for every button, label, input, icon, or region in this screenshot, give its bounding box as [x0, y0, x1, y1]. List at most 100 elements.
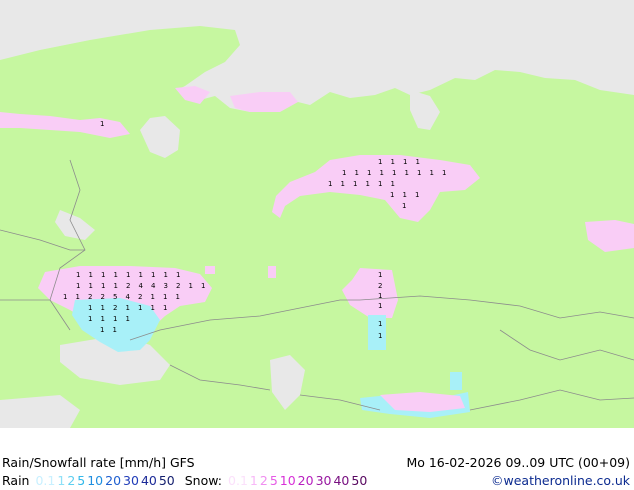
value-label: 1	[76, 293, 80, 301]
value-label: 4	[151, 282, 156, 290]
value-label: 1	[380, 169, 384, 177]
value-label: 1	[113, 315, 117, 323]
value-label: 1	[89, 282, 93, 290]
legend-value: 2	[259, 473, 268, 488]
value-label: 5	[113, 293, 117, 301]
value-label: 3	[164, 282, 168, 290]
value-label: 1	[416, 158, 420, 166]
rain-volga	[72, 298, 160, 352]
value-label: 1	[405, 169, 409, 177]
legend-value: 0.1	[228, 473, 248, 488]
legend-value: 10	[87, 473, 104, 488]
value-label: 1	[163, 293, 167, 301]
rain-legend-label: Rain	[2, 473, 30, 488]
value-label: 1	[126, 304, 130, 312]
value-label: 1	[378, 332, 382, 340]
value-label: 1	[164, 271, 168, 279]
value-label: 1	[126, 315, 130, 323]
snow-kazakh	[342, 268, 398, 318]
value-label: 1	[101, 315, 105, 323]
value-label: 1	[113, 326, 117, 334]
precip-value-labels: 1 1 1 1 11 1 1 1 1 1 1 1 11 1 1 1 1 11 1 11 1 1 1 1 1 1 1 1 11 1 1 1 2…	[63, 120, 446, 340]
footer-title-row: Rain/Snowfall rate [mm/h] GFS Mo 16-02-2…	[0, 455, 634, 471]
value-label: 1	[114, 282, 118, 290]
value-label: 1	[101, 282, 105, 290]
value-label: 4	[139, 282, 144, 290]
rain-kazakh	[368, 315, 386, 350]
value-label: 1	[367, 169, 371, 177]
credit-link[interactable]: ©weatheronline.co.uk	[491, 473, 630, 488]
model-run-time: Mo 16-02-2026 09..09 UTC (00+09)	[406, 455, 630, 470]
value-label: 2	[88, 293, 92, 301]
value-label: 2	[101, 293, 105, 301]
value-label: 1	[391, 158, 395, 166]
value-label: 1	[151, 271, 155, 279]
rain-small-1	[450, 372, 462, 390]
value-label: 1	[402, 202, 406, 210]
legend-value: 5	[269, 473, 278, 488]
value-label: 1	[355, 169, 359, 177]
value-label: 1	[126, 271, 130, 279]
value-label: 2	[113, 304, 117, 312]
value-label: 1	[403, 158, 407, 166]
value-label: 1	[100, 326, 104, 334]
footer-legend-row: Rain 0.1 1 2 5 10 20 30 40 50 Snow: 0.1 1 2 5 10 20 30 40 5…	[0, 473, 634, 489]
value-label: 1	[114, 271, 118, 279]
value-label: 1	[139, 271, 143, 279]
value-label: 1	[176, 271, 180, 279]
value-label: 1	[101, 304, 105, 312]
snow-small-1	[268, 266, 276, 278]
value-label: 1	[151, 304, 155, 312]
value-label: 1	[378, 320, 382, 328]
legend-value: 30	[123, 473, 139, 488]
value-label: 2	[138, 293, 142, 301]
legend-value: 5	[77, 473, 86, 488]
value-label: 1	[342, 169, 346, 177]
legend-value: 1	[249, 473, 258, 488]
map-title: Rain/Snowfall rate [mm/h] GFS	[2, 455, 195, 470]
value-label: 1	[378, 292, 382, 300]
value-label: 1	[88, 304, 92, 312]
snow-legend-values: 0.1 1 2 5 10 20 30 40 50	[228, 473, 369, 488]
country-borders	[0, 159, 634, 411]
value-label: 1	[63, 293, 67, 301]
value-label: 1	[366, 180, 370, 188]
snow-small-2	[205, 266, 215, 274]
value-label: 1	[201, 282, 205, 290]
value-label: 1	[76, 271, 80, 279]
value-label: 1	[101, 271, 105, 279]
value-label: 1	[403, 191, 407, 199]
value-label: 1	[378, 158, 382, 166]
value-label: 1	[100, 120, 104, 128]
value-label: 2	[176, 282, 180, 290]
legend: Rain 0.1 1 2 5 10 20 30 40 50 Snow: 0.1 1 2 5 10 20 30 40 5…	[2, 473, 369, 488]
value-label: 1	[417, 169, 421, 177]
value-label: 1	[89, 271, 93, 279]
value-label: 1	[76, 282, 80, 290]
value-label: 1	[353, 180, 357, 188]
legend-value: 10	[279, 473, 296, 488]
value-label: 1	[430, 169, 434, 177]
legend-value: 50	[351, 473, 368, 488]
snow-legend-label: Snow:	[184, 473, 223, 488]
legend-value: 20	[297, 473, 314, 488]
value-label: 2	[378, 282, 382, 290]
value-label: 1	[151, 293, 155, 301]
rain-legend-values: 0.1 1 2 5 10 20 30 40 50	[35, 473, 176, 488]
legend-value: 20	[105, 473, 122, 488]
snow-south	[380, 392, 465, 412]
value-label: 1	[442, 169, 446, 177]
value-label: 1	[88, 315, 92, 323]
value-label: 1	[391, 180, 395, 188]
scandinavia	[0, 26, 298, 170]
value-label: 1	[390, 191, 394, 199]
value-label: 1	[163, 304, 167, 312]
snow-north-ural	[272, 155, 480, 222]
value-label: 2	[126, 282, 130, 290]
legend-value: 40	[333, 473, 350, 488]
value-label: 1	[138, 304, 142, 312]
legend-value: 0.1	[35, 473, 56, 488]
value-label: 4	[126, 293, 131, 301]
value-label: 1	[378, 271, 382, 279]
legend-value: 2	[67, 473, 76, 488]
